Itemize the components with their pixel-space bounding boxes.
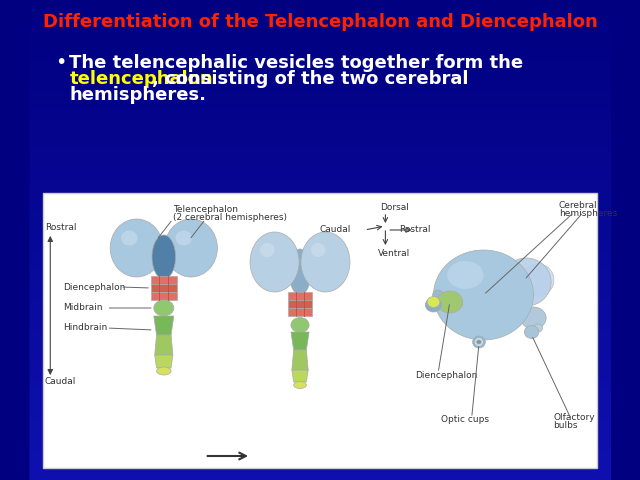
Ellipse shape [521,307,546,329]
Bar [288,308,312,316]
Polygon shape [292,350,308,370]
Ellipse shape [250,232,299,292]
Ellipse shape [522,264,554,296]
Text: Diencephalon: Diencephalon [415,371,477,380]
Polygon shape [155,335,173,355]
Text: The telencephalic vesicles together form the: The telencephalic vesicles together form… [69,54,524,72]
Ellipse shape [121,230,138,245]
Ellipse shape [152,235,175,279]
Text: •: • [55,53,66,72]
Ellipse shape [154,300,174,316]
Ellipse shape [433,290,444,300]
Text: Hindbrain: Hindbrain [63,324,108,333]
Ellipse shape [472,336,485,348]
Ellipse shape [291,317,309,333]
Polygon shape [292,370,308,382]
Text: Caudal: Caudal [45,377,76,386]
Ellipse shape [110,219,163,277]
Ellipse shape [477,340,481,344]
Text: (2 cerebral hemispheres): (2 cerebral hemispheres) [173,214,287,223]
Text: Ventral: Ventral [378,250,411,259]
Text: Rostral: Rostral [399,226,431,235]
Text: Caudal: Caudal [319,226,351,235]
Ellipse shape [524,325,539,338]
Text: Cerebral: Cerebral [559,202,598,211]
Ellipse shape [427,297,440,308]
Text: Differentiation of the Telencephalon and Diencephalon: Differentiation of the Telencephalon and… [43,13,597,31]
Ellipse shape [301,232,350,292]
Ellipse shape [447,261,483,289]
Text: telencephalon: telencephalon [69,70,213,88]
Ellipse shape [433,250,533,340]
Text: Rostral: Rostral [45,224,76,232]
Ellipse shape [157,367,171,375]
Text: Dorsal: Dorsal [380,204,409,213]
Text: Diencephalon: Diencephalon [63,283,125,291]
Bar [43,193,597,468]
Text: hemispheres: hemispheres [559,209,617,218]
Bar [151,276,177,284]
Text: Optic cups: Optic cups [442,416,490,424]
Ellipse shape [311,243,326,257]
Polygon shape [291,332,309,350]
Ellipse shape [475,338,483,346]
Bar [151,284,177,292]
Text: Olfactory: Olfactory [554,413,595,422]
Ellipse shape [289,249,311,295]
Text: , consisting of the two cerebral: , consisting of the two cerebral [152,70,468,88]
Polygon shape [155,355,173,368]
Ellipse shape [426,298,442,312]
Ellipse shape [164,219,218,277]
Text: Midbrain: Midbrain [63,303,102,312]
Ellipse shape [260,243,275,257]
Bar [151,292,177,300]
Ellipse shape [501,258,551,306]
Polygon shape [154,316,174,335]
Ellipse shape [175,230,192,245]
Text: bulbs: bulbs [554,421,578,431]
Text: hemispheres.: hemispheres. [69,86,206,104]
Ellipse shape [437,291,463,313]
Polygon shape [438,292,463,312]
Ellipse shape [533,324,543,332]
Text: Telencephalon: Telencephalon [173,205,238,215]
Bar [288,300,312,308]
Bar [288,292,312,300]
Ellipse shape [294,382,307,388]
